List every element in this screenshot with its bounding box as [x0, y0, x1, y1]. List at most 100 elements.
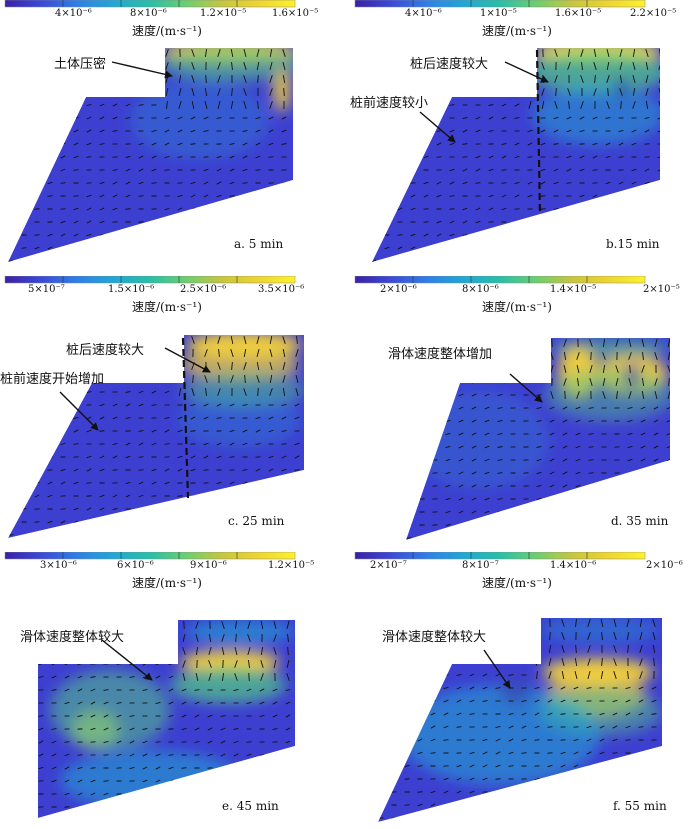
vector-arrow — [268, 142, 274, 146]
vector-arrow — [64, 702, 70, 704]
vector-arrow — [103, 689, 109, 691]
vector-arrow — [287, 633, 289, 643]
vector-arrow — [469, 699, 475, 703]
vector-arrow — [576, 365, 580, 373]
vector-arrow — [527, 181, 533, 185]
vector-arrow — [417, 738, 423, 742]
vector-arrow — [60, 468, 66, 472]
vector-arrow — [195, 672, 199, 682]
vector-arrow — [217, 388, 221, 396]
vector-arrow — [436, 130, 442, 132]
vector-arrow — [294, 469, 300, 471]
vector-arrow — [456, 777, 462, 781]
panel-e: 3×10⁻⁶ 6×10⁻⁶ 9×10⁻⁶ 1.2×10⁻⁵ 速度/(m·s⁻¹)… — [0, 552, 350, 828]
vector-arrow — [99, 103, 105, 107]
vector-arrow — [575, 432, 581, 436]
vector-arrow — [151, 259, 157, 262]
vector-arrow — [599, 738, 605, 742]
vector-arrow — [34, 417, 40, 419]
vector-arrow — [285, 805, 291, 809]
vector-arrow — [294, 507, 300, 511]
vector-arrow — [436, 220, 442, 224]
vector-arrow — [282, 62, 286, 70]
vector-arrow — [151, 508, 157, 510]
vector-arrow — [618, 260, 624, 262]
vector-arrow — [257, 74, 259, 84]
vector-arrow — [592, 194, 598, 198]
vector-arrow — [553, 117, 559, 119]
vector-arrow — [432, 524, 438, 526]
vector-arrow — [281, 534, 287, 536]
vector-arrow — [508, 765, 514, 767]
vector-arrow — [34, 259, 40, 262]
vector-arrow — [64, 792, 70, 796]
speed-contours — [528, 48, 660, 145]
vector-arrow — [168, 792, 174, 796]
vector-arrow — [8, 143, 14, 145]
vector-arrow — [268, 207, 274, 211]
vector-arrow — [243, 362, 247, 370]
speed-contours — [400, 618, 662, 785]
vector-arrow — [625, 816, 631, 820]
vector-arrow — [443, 648, 449, 650]
vector-arrow — [443, 699, 449, 703]
vector-arrow — [521, 816, 527, 820]
vector-arrow — [8, 129, 14, 133]
vector-arrow — [449, 181, 455, 185]
vector-arrow — [639, 658, 643, 666]
vector-arrow — [125, 455, 131, 459]
vector-arrow — [550, 391, 554, 399]
vector-arrow — [521, 752, 527, 754]
vector-arrow — [462, 220, 468, 224]
vector-arrow — [536, 342, 542, 344]
vector-arrow — [644, 129, 650, 133]
vector-arrow — [554, 75, 558, 83]
vector-arrow — [21, 207, 27, 211]
vector-arrow — [47, 533, 53, 537]
vector-arrow — [562, 406, 568, 410]
vector-arrow — [99, 468, 105, 472]
vector-arrow — [536, 510, 542, 514]
vector-arrow — [615, 378, 619, 386]
vector-arrow — [573, 764, 579, 768]
vector-arrow — [548, 671, 552, 679]
vector-arrow — [657, 182, 660, 184]
vector-arrow — [86, 142, 92, 146]
vector-arrow — [21, 181, 27, 185]
vector-arrow — [165, 87, 169, 97]
vector-arrow — [638, 777, 644, 781]
tick-label: 6×10⁻⁶ — [117, 560, 154, 571]
vector-arrow — [34, 351, 40, 355]
vector-arrow — [508, 738, 514, 742]
vector-arrow — [471, 380, 477, 384]
vector-arrow — [417, 725, 423, 729]
vector-arrow — [216, 155, 222, 159]
vector-arrow — [443, 790, 449, 794]
vector-arrow — [112, 469, 118, 471]
vector-arrow — [471, 484, 477, 488]
vector-arrow — [281, 404, 287, 406]
vector-arrow — [8, 468, 14, 472]
vector-arrow — [553, 168, 559, 172]
vector-arrow — [182, 634, 186, 642]
vector-arrow — [550, 352, 554, 360]
vector-arrow — [125, 181, 131, 185]
vector-arrow — [207, 740, 213, 744]
vector-arrow — [456, 674, 462, 676]
vector-arrow — [508, 725, 514, 729]
vector-arrow — [90, 779, 96, 783]
annotation-label: 滑体速度整体较大 — [382, 630, 487, 645]
vector-arrow — [268, 429, 274, 433]
vector-arrow — [501, 155, 507, 159]
vector-arrow — [576, 391, 580, 399]
vector-arrow — [99, 194, 105, 198]
panel-e-figure — [4, 552, 296, 818]
vector-arrow — [612, 752, 618, 754]
vector-arrow — [384, 77, 390, 81]
vector-arrow — [294, 455, 300, 459]
vector-arrow — [658, 101, 660, 109]
vector-arrow — [471, 458, 477, 462]
vector-arrow — [204, 87, 208, 97]
vector-arrow — [495, 647, 501, 651]
vector-arrow — [430, 752, 436, 754]
